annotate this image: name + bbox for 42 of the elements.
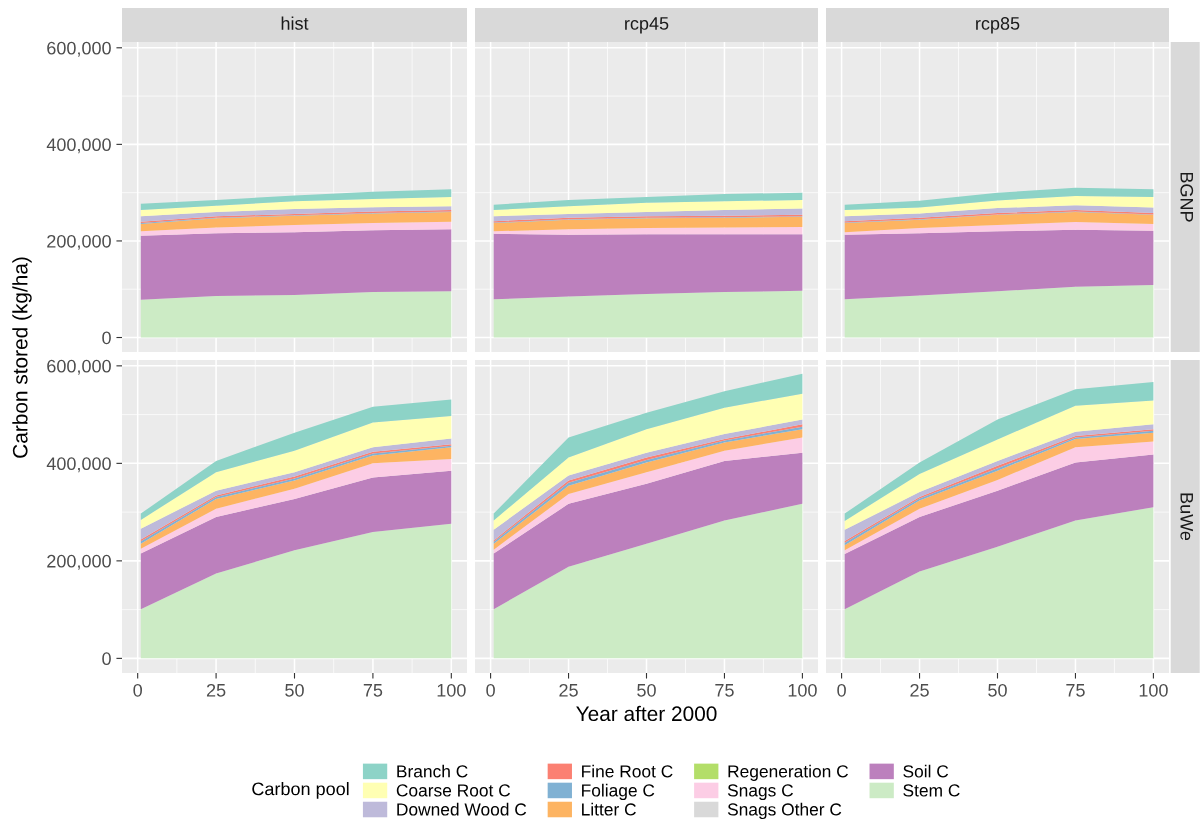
chart-title: rcp45 — [625, 17, 669, 34]
legend-label: Fine Root C — [582, 764, 673, 778]
y-tick-label: 200,000 — [47, 234, 111, 250]
legend-title: Carbon pool — [252, 782, 349, 799]
text: BGNP — [1180, 172, 1194, 222]
y-tick-label: 0 — [102, 652, 111, 666]
x-tick-label: 100 — [437, 683, 466, 697]
legend-label: Snags C — [727, 784, 794, 800]
text: BuWe — [1180, 493, 1193, 541]
x-tick-label: 25 — [559, 683, 578, 697]
legend-label: Coarse Root C — [396, 784, 511, 797]
x-tick-label: 100 — [1139, 683, 1168, 697]
legend-label: Branch C — [397, 764, 468, 778]
x-tick-label: 50 — [285, 683, 304, 697]
chart-title: hist — [281, 16, 309, 30]
y-tick-label: 600,000 — [47, 359, 111, 375]
x-tick-label: 75 — [363, 684, 383, 697]
y-tick-label: 400,000 — [46, 457, 111, 473]
y-axis-title: Carbon stored (kg/ha) — [12, 257, 32, 458]
legend-label: Soil C — [903, 764, 949, 778]
x-tick-label: 0 — [837, 683, 846, 697]
x-tick-label: 75 — [715, 684, 734, 697]
x-axis-title: Year after 2000 — [576, 705, 717, 722]
x-tick-label: 0 — [133, 683, 142, 697]
legend-label: Snags Other C — [727, 802, 842, 820]
legend-label: Stem C — [903, 784, 960, 797]
x-tick-label: 50 — [988, 683, 1007, 697]
legend-label: Foliage C — [582, 783, 655, 800]
x-tick-label: 0 — [486, 683, 495, 697]
y-tick-label: 200,000 — [47, 554, 111, 570]
y-tick-label: 0 — [102, 331, 111, 345]
x-tick-label: 100 — [788, 683, 817, 697]
x-tick-label: 25 — [206, 683, 226, 697]
legend-label: Litter C — [582, 802, 636, 816]
y-tick-label: 400,000 — [46, 138, 111, 154]
legend-label: Downed Wood C — [397, 802, 527, 816]
x-tick-label: 75 — [1066, 684, 1085, 697]
y-tick-label: 600,000 — [47, 41, 111, 57]
x-tick-label: 50 — [637, 683, 656, 697]
legend-label: Regeneration C — [728, 764, 849, 781]
chart-title: rcp85 — [976, 17, 1020, 34]
x-tick-label: 25 — [910, 683, 929, 697]
